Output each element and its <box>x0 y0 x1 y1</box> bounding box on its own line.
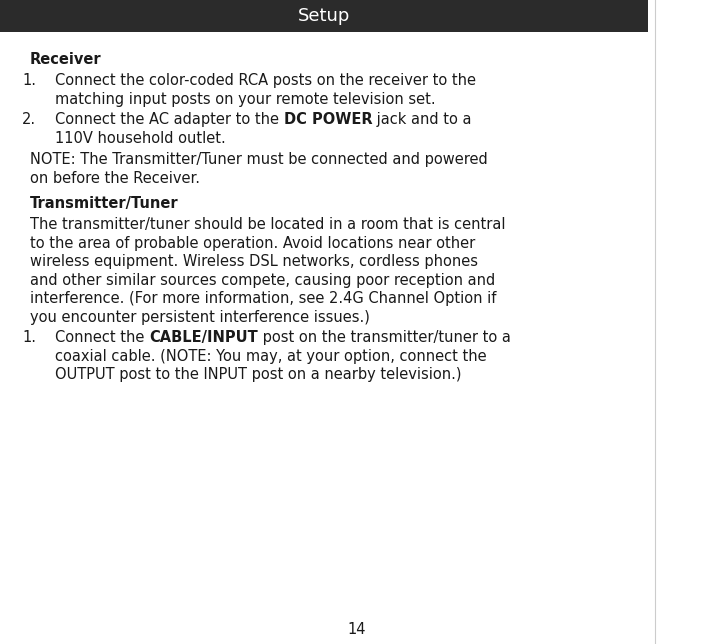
Text: Connect the AC adapter to the: Connect the AC adapter to the <box>55 112 284 127</box>
Text: Connect the: Connect the <box>55 330 149 345</box>
Text: matching input posts on your remote television set.: matching input posts on your remote tele… <box>55 91 436 106</box>
Text: The transmitter/tuner should be located in a room that is central: The transmitter/tuner should be located … <box>30 217 506 232</box>
Text: 1.: 1. <box>22 73 36 88</box>
Text: post on the transmitter/tuner to a: post on the transmitter/tuner to a <box>258 330 511 345</box>
Text: Receiver: Receiver <box>30 52 102 67</box>
Text: Connect the color-coded RCA posts on the receiver to the: Connect the color-coded RCA posts on the… <box>55 73 476 88</box>
Text: Transmitter/Tuner: Transmitter/Tuner <box>30 196 179 211</box>
Text: jack and to a: jack and to a <box>372 112 472 127</box>
Text: on before the Receiver.: on before the Receiver. <box>30 171 200 185</box>
Text: CABLE/INPUT: CABLE/INPUT <box>149 330 258 345</box>
Text: DC POWER: DC POWER <box>284 112 372 127</box>
Text: 1.: 1. <box>22 330 36 345</box>
Text: wireless equipment. Wireless DSL networks, cordless phones: wireless equipment. Wireless DSL network… <box>30 254 478 269</box>
Text: 14: 14 <box>347 622 366 637</box>
Text: OUTPUT post to the INPUT post on a nearby television.): OUTPUT post to the INPUT post on a nearb… <box>55 367 461 382</box>
Text: 110V household outlet.: 110V household outlet. <box>55 131 226 146</box>
Text: NOTE: The Transmitter/Tuner must be connected and powered: NOTE: The Transmitter/Tuner must be conn… <box>30 152 488 167</box>
Text: Setup: Setup <box>298 7 350 25</box>
Bar <box>0 0 648 32</box>
Text: 2.: 2. <box>22 112 36 127</box>
Text: to the area of probable operation. Avoid locations near other: to the area of probable operation. Avoid… <box>30 236 476 251</box>
Text: you encounter persistent interference issues.): you encounter persistent interference is… <box>30 310 370 325</box>
Text: and other similar sources compete, causing poor reception and: and other similar sources compete, causi… <box>30 272 496 287</box>
Text: interference. (For more information, see 2.4G Channel Option if: interference. (For more information, see… <box>30 291 496 306</box>
Text: coaxial cable. (NOTE: You may, at your option, connect the: coaxial cable. (NOTE: You may, at your o… <box>55 348 487 363</box>
